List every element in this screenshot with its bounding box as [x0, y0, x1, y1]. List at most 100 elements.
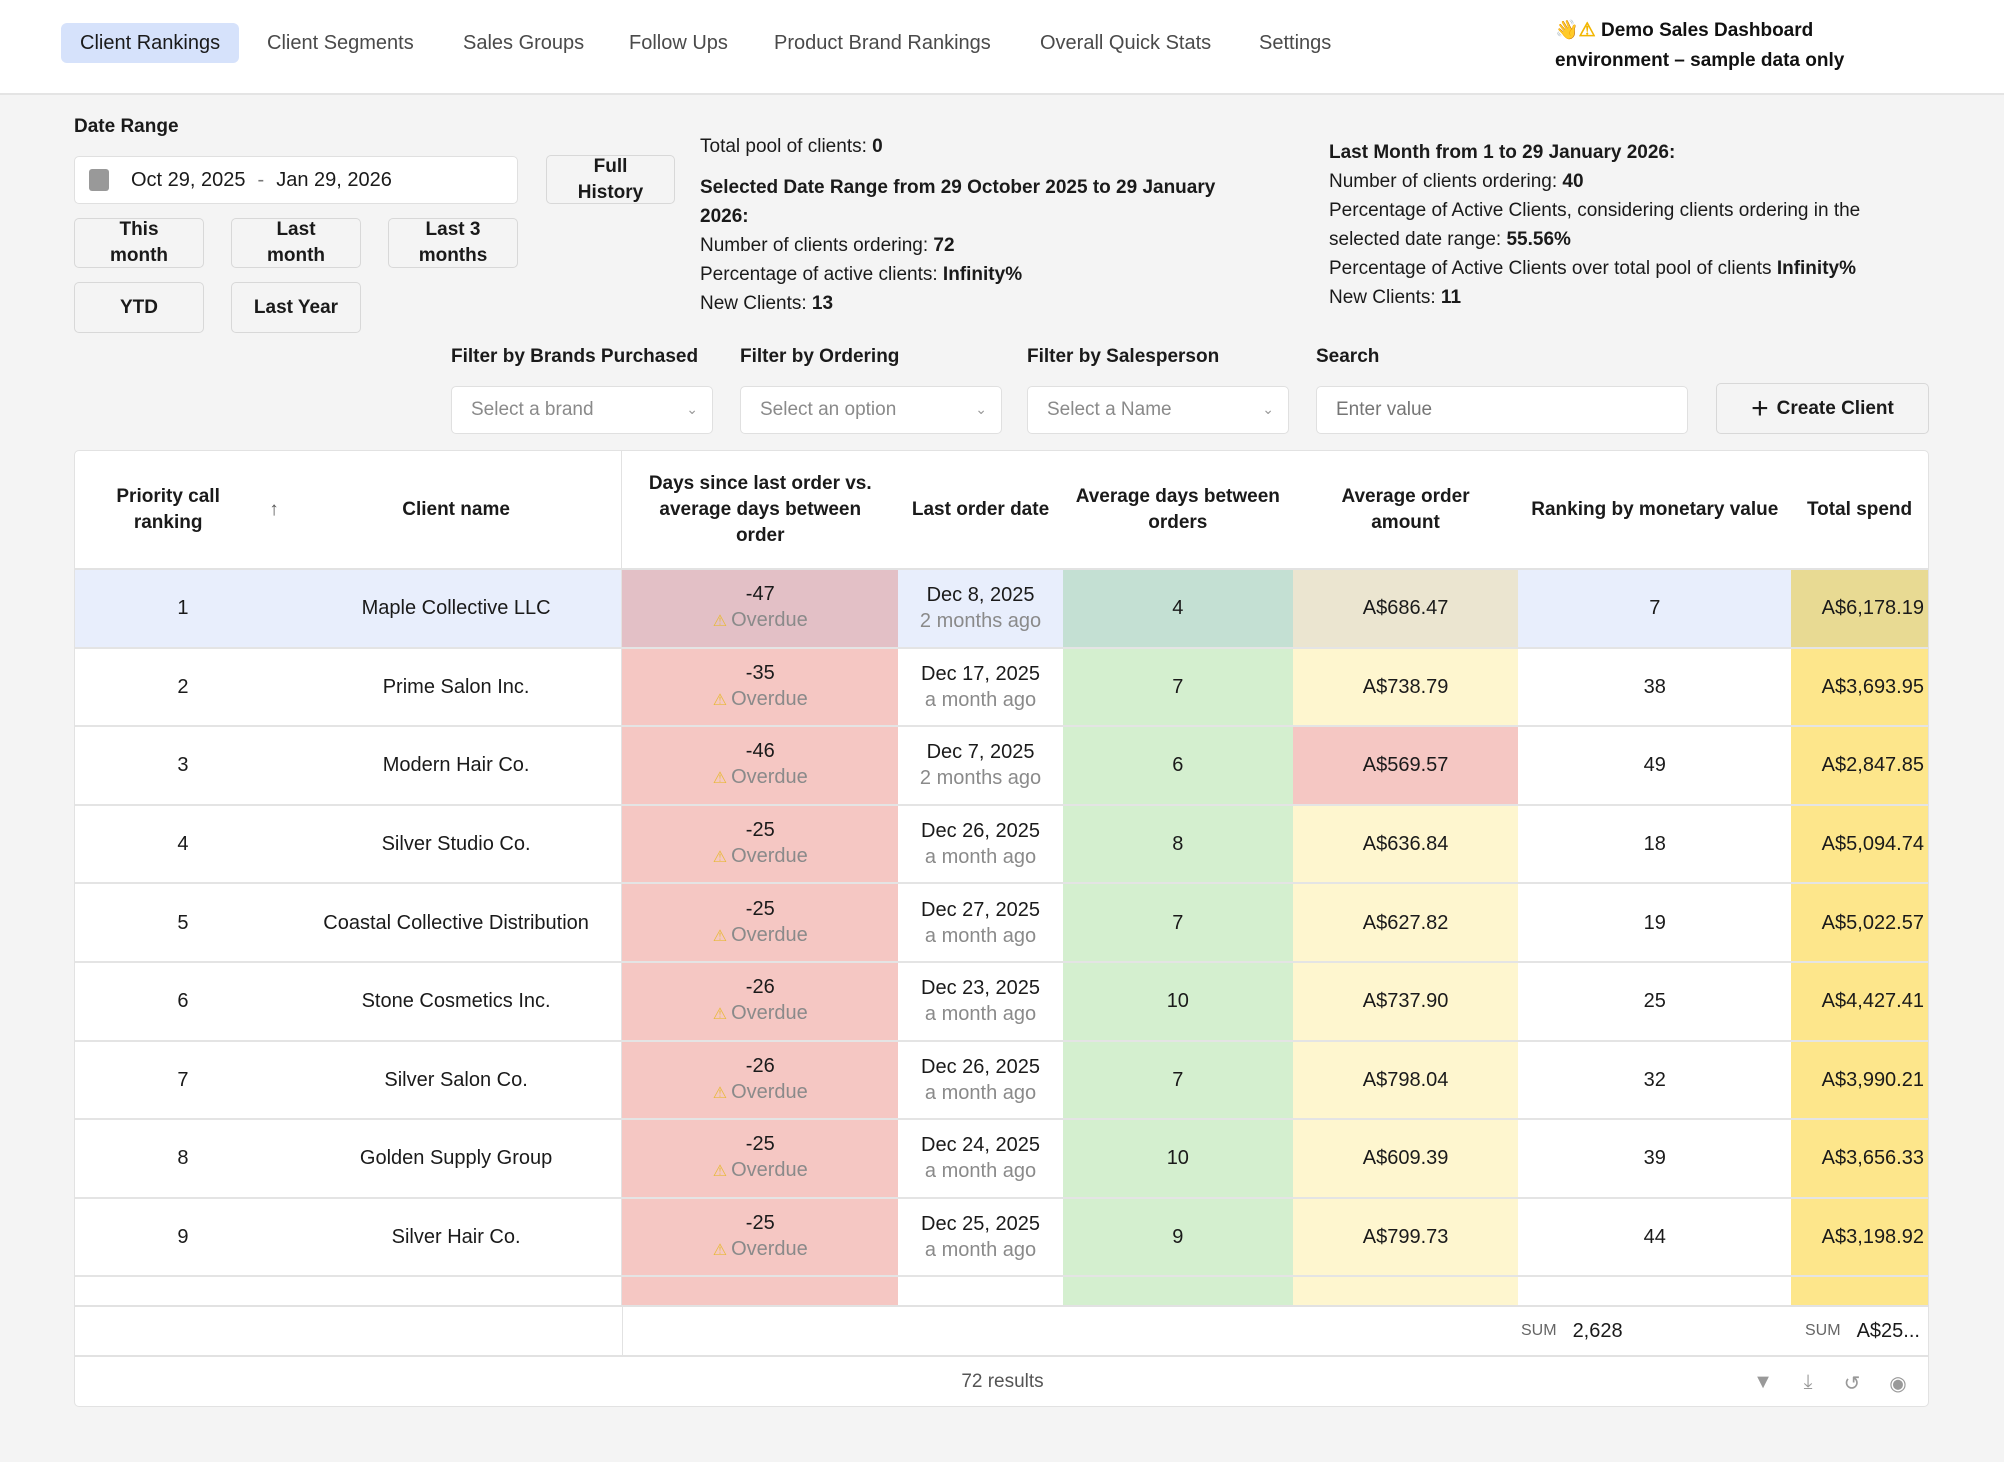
- client-name[interactable]: Stone Cosmetics Inc.: [361, 990, 551, 1013]
- client-name[interactable]: Modern Hair Co.: [382, 754, 530, 777]
- last-order-date: Dec 25, 2025: [921, 1213, 1041, 1236]
- tab-sales-groups[interactable]: Sales Groups: [463, 32, 585, 54]
- overdue-badge: ⚠ Overdue: [712, 845, 808, 868]
- last-year-button[interactable]: Last Year: [231, 282, 361, 333]
- search-input[interactable]: [1316, 386, 1688, 434]
- client-name[interactable]: Coastal Collective Distribution: [323, 911, 589, 934]
- last-order-date: Dec 31, 2025: [921, 1303, 1040, 1306]
- client-name[interactable]: Prime Salon Inc.: [382, 675, 530, 698]
- ytd-button[interactable]: YTD: [74, 282, 204, 333]
- cell-avg-order: [1292, 1277, 1519, 1305]
- warning-icon: ⚠: [712, 1084, 728, 1102]
- cell-client-name: Golden Supply Group: [290, 1120, 623, 1197]
- tab-follow-ups[interactable]: Follow Ups: [629, 32, 728, 54]
- last-month-heading: Last Month from 1 to 29 January 2026:: [1329, 142, 1676, 163]
- full-history-button[interactable]: Full History: [546, 155, 675, 204]
- warning-icon: ⚠: [712, 613, 728, 631]
- table-body[interactable]: 1 Maple Collective LLC -47 ⚠ Overdue Dec 8, 2…: [75, 570, 1928, 1305]
- warning-icon: ⚠: [712, 1242, 728, 1260]
- table-row[interactable]: 5 Coastal Collective Distribution -25 ⚠ Over…: [75, 884, 1928, 963]
- download-icon[interactable]: ⤓: [1803, 1371, 1813, 1393]
- last-3-months-button[interactable]: Last 3 months: [388, 218, 518, 268]
- money-rank-value: 49: [1643, 754, 1666, 777]
- cell-days-since-order: -25 ⚠ Overdue: [622, 1120, 899, 1197]
- last-order-date: Dec 8, 2025: [926, 584, 1035, 607]
- column-header-priority-rank[interactable]: Priority call ranking ↑: [75, 451, 291, 568]
- cell-priority-rank: 2: [75, 648, 291, 726]
- client-name[interactable]: Golden Supply Group: [359, 1147, 553, 1170]
- tab-client-rankings[interactable]: Client Rankings: [61, 23, 240, 63]
- client-name[interactable]: Silver Hair Co.: [391, 1226, 521, 1249]
- warning-icon: ⚠: [1578, 20, 1596, 41]
- date-range-picker[interactable]: Oct 29, 2025 - Jan 29, 2026: [74, 156, 518, 204]
- table-row[interactable]: 4 Silver Studio Co. -25 ⚠ Overdue Dec 26, 202…: [75, 805, 1928, 885]
- column-header-money-rank[interactable]: Ranking by monetary value: [1518, 451, 1791, 568]
- cell-avg-days: 7: [1062, 1041, 1293, 1119]
- column-label: Total spend: [1806, 498, 1913, 520]
- salesperson-select[interactable]: Select a Name ⌄: [1027, 386, 1289, 434]
- column-label: Average days between orders: [1075, 485, 1280, 533]
- cell-money-rank: 25: [1518, 962, 1792, 1040]
- column-header-client-name[interactable]: Client name: [291, 451, 623, 568]
- clients-ordering: Number of clients ordering: 72: [700, 235, 955, 256]
- brand-select[interactable]: Select a brand ⌄: [451, 386, 713, 434]
- client-name[interactable]: Silver Salon Co.: [384, 1068, 528, 1091]
- table-row[interactable]: 9 Silver Hair Co. -25 ⚠ Overdue Dec 25, 2025 a…: [75, 1198, 1928, 1278]
- column-header-days-since-order[interactable]: Days since last order vs. average days b…: [622, 451, 898, 568]
- column-header-avg-days[interactable]: Average days between orders: [1063, 451, 1293, 568]
- cell-total-spend: [1791, 1277, 1928, 1305]
- overdue-badge: ⚠ Overdue: [712, 923, 808, 946]
- table-row[interactable]: 2 Prime Salon Inc. -35 ⚠ Overdue Dec 17, 2025…: [75, 648, 1928, 728]
- tab-client-segments[interactable]: Client Segments: [267, 32, 414, 54]
- cell-total-spend: A$3,990.21: [1791, 1041, 1928, 1119]
- column-header-avg-order[interactable]: Average order amount: [1293, 451, 1519, 568]
- ordering-select[interactable]: Select an option ⌄: [740, 386, 1002, 434]
- banner-line-1: Demo Sales Dashboard: [1601, 20, 1814, 41]
- cell-money-rank: 38: [1518, 648, 1792, 726]
- cell-client-name: Maple Collective LLC: [290, 570, 623, 647]
- cell-last-order-date: Dec 31, 2025: [898, 1277, 1063, 1305]
- table-header: Priority call ranking ↑ Client name Days si…: [75, 451, 1928, 570]
- cell-client-name: Modern Hair Co.: [290, 727, 623, 804]
- reset-icon[interactable]: ↺: [1843, 1373, 1861, 1395]
- this-month-button[interactable]: This month: [74, 218, 204, 268]
- last-month-button[interactable]: Last month: [231, 218, 361, 268]
- create-client-button[interactable]: + Create Client: [1716, 383, 1929, 434]
- avg-order-value: A$737.90: [1362, 990, 1449, 1013]
- cell-avg-days: 9: [1062, 1198, 1293, 1276]
- column-header-last-order-date[interactable]: Last order date: [898, 451, 1063, 568]
- table-row[interactable]: 7 Silver Salon Co. -26 ⚠ Overdue Dec 26, 2025…: [75, 1041, 1928, 1121]
- tab-product-brand-rankings[interactable]: Product Brand Rankings: [774, 32, 991, 54]
- filter-icon[interactable]: ▼: [1753, 1371, 1773, 1393]
- rank-value: 8: [177, 1147, 189, 1170]
- table-row[interactable]: 8 Golden Supply Group -25 ⚠ Overdue Dec 24, 2…: [75, 1120, 1928, 1199]
- total-spend-value: A$3,656.33: [1821, 1147, 1924, 1170]
- warning-icon: ⚠: [712, 927, 728, 945]
- cell-avg-days: 10: [1062, 1120, 1293, 1197]
- last-month-stats: Last Month from 1 to 29 January 2026: Nu…: [1329, 138, 1929, 312]
- table-row[interactable]: 3 Modern Hair Co. -46 ⚠ Overdue Dec 7, 2025 2 …: [75, 727, 1928, 806]
- tab-overall-quick-stats[interactable]: Overall Quick Stats: [1040, 32, 1212, 54]
- column-header-total-spend[interactable]: Total spend: [1791, 451, 1928, 568]
- avg-days-value: 7: [1172, 675, 1184, 698]
- warning-icon: ⚠: [712, 849, 728, 867]
- sort-arrow-up-icon[interactable]: ↑: [269, 498, 279, 520]
- total-pool: Total pool of clients: 0: [700, 136, 883, 157]
- total-spend-value: A$5,094.74: [1821, 833, 1924, 856]
- client-name[interactable]: Silver Studio Co.: [381, 833, 531, 856]
- warning-icon: ⚠: [712, 691, 728, 709]
- cell-avg-days: [1062, 1277, 1293, 1305]
- table-row[interactable]: -22 Dec 31, 2025: [75, 1277, 1928, 1305]
- cell-money-rank: [1518, 1277, 1792, 1305]
- cell-money-rank: 32: [1518, 1041, 1792, 1119]
- eye-icon[interactable]: ◉: [1889, 1373, 1907, 1395]
- table-row[interactable]: 6 Stone Cosmetics Inc. -26 ⚠ Overdue Dec 23, …: [75, 962, 1928, 1042]
- tab-settings[interactable]: Settings: [1259, 32, 1332, 54]
- search-label: Search: [1316, 346, 1380, 367]
- selected-range-heading: Selected Date Range from 29 October 2025…: [700, 177, 1216, 227]
- avg-days-value: 9: [1172, 1226, 1184, 1249]
- client-name[interactable]: Maple Collective LLC: [361, 597, 551, 620]
- cell-days-since-order: -22: [622, 1277, 899, 1305]
- table-row[interactable]: 1 Maple Collective LLC -47 ⚠ Overdue Dec 8, 2…: [75, 570, 1928, 649]
- days-value: -25: [745, 1133, 775, 1156]
